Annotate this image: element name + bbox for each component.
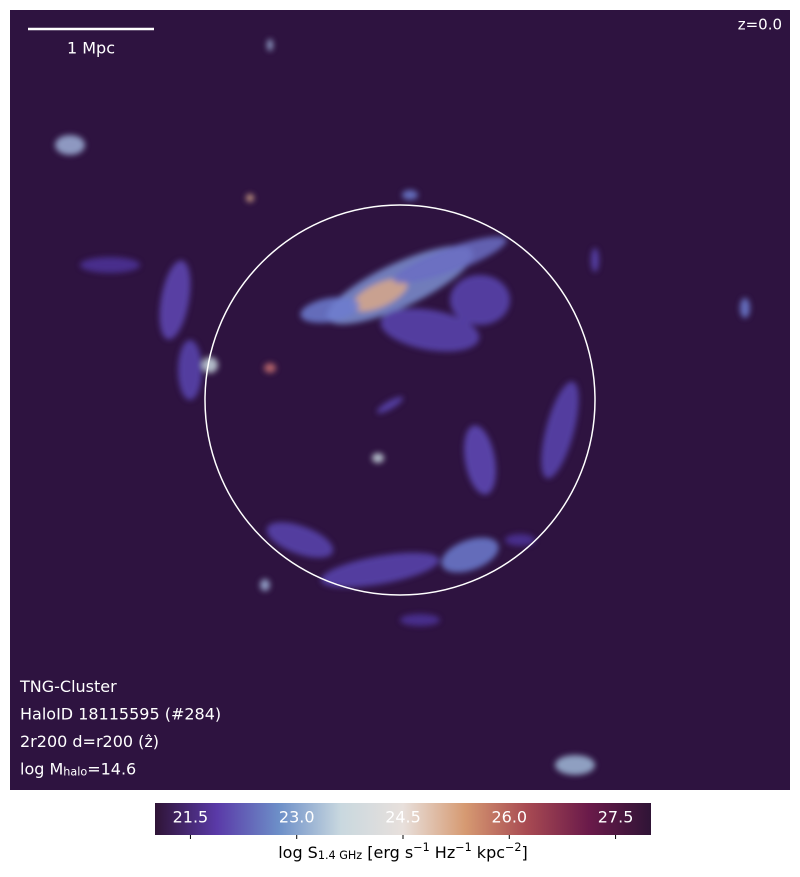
emission-blob <box>591 248 599 272</box>
colorbar <box>155 803 651 835</box>
emission-blob <box>159 260 191 340</box>
emission-blob <box>400 614 440 626</box>
text-part: Hz <box>430 843 456 862</box>
colorbar-label: log S1.4 GHz [erg s−1 Hz−1 kpc−2] <box>278 841 528 862</box>
scale-bar-label: 1 Mpc <box>67 39 115 58</box>
emission-blob <box>352 278 408 312</box>
colorbar-tick-label: 23.0 <box>279 808 315 827</box>
emission-blob <box>464 425 496 495</box>
emission-blob <box>267 39 273 51</box>
emission <box>55 39 750 775</box>
text-part: log S <box>278 843 318 862</box>
colorbar-tick-label: 21.5 <box>173 808 209 827</box>
text-part: −2 <box>505 841 522 854</box>
emission-blob <box>178 340 202 400</box>
info-line: 2r200 d=r200 (ẑ) <box>20 732 159 751</box>
emission-blob <box>450 275 510 325</box>
emission-blob <box>80 257 140 273</box>
emission-blob <box>380 308 480 352</box>
text-part: kpc <box>472 843 505 862</box>
text-part: HaloID 18115595 (#284) <box>20 704 221 723</box>
emission-blob <box>740 298 750 318</box>
info-line: TNG-Cluster <box>19 677 117 696</box>
emission-blob <box>372 453 384 463</box>
text-part: 2r200 d=r200 ( <box>20 732 144 751</box>
emission-blob <box>541 381 579 479</box>
emission-blob <box>402 190 418 200</box>
colorbar-ticks: 21.5 23.0 24.5 26.0 27.5 <box>173 808 634 839</box>
emission-blob <box>376 396 404 414</box>
emission-blob <box>260 579 270 591</box>
emission-blob <box>246 194 254 202</box>
emission-blob <box>555 755 595 775</box>
info-line: log Mhalo=14.6 <box>20 759 136 778</box>
text-part: TNG-Cluster <box>19 677 117 696</box>
emission-blob <box>300 297 360 323</box>
text-part: ] <box>522 843 528 862</box>
text-part: −1 <box>455 841 472 854</box>
text-part: 1.4 GHz <box>318 849 362 862</box>
colorbar-tick-label: 24.5 <box>385 808 421 827</box>
redshift-label: z=0.0 <box>738 16 782 34</box>
text-part: =14.6 <box>87 759 136 778</box>
emission-blob <box>505 534 535 546</box>
text-part: −1 <box>413 841 430 854</box>
text-part: ẑ <box>144 732 152 751</box>
colorbar-tick-label: 26.0 <box>491 808 527 827</box>
colorbar-tick-label: 27.5 <box>598 808 634 827</box>
text-part: ) <box>153 732 159 751</box>
emission-blob <box>441 537 499 573</box>
text-part: halo <box>63 765 87 778</box>
text-part: [erg s <box>362 843 413 862</box>
emission-blob <box>264 363 276 373</box>
emission-blob <box>266 522 334 558</box>
emission-blob <box>202 357 218 373</box>
info-line: HaloID 18115595 (#284) <box>20 704 221 723</box>
r200-circle <box>204 204 596 596</box>
emission-blob <box>393 236 507 284</box>
emission-blob <box>55 135 85 155</box>
text-part: log M <box>20 759 63 778</box>
info-block: TNG-Cluster HaloID 18115595 (#284) 2r200 d… <box>19 677 221 779</box>
emission-blob <box>320 552 440 588</box>
